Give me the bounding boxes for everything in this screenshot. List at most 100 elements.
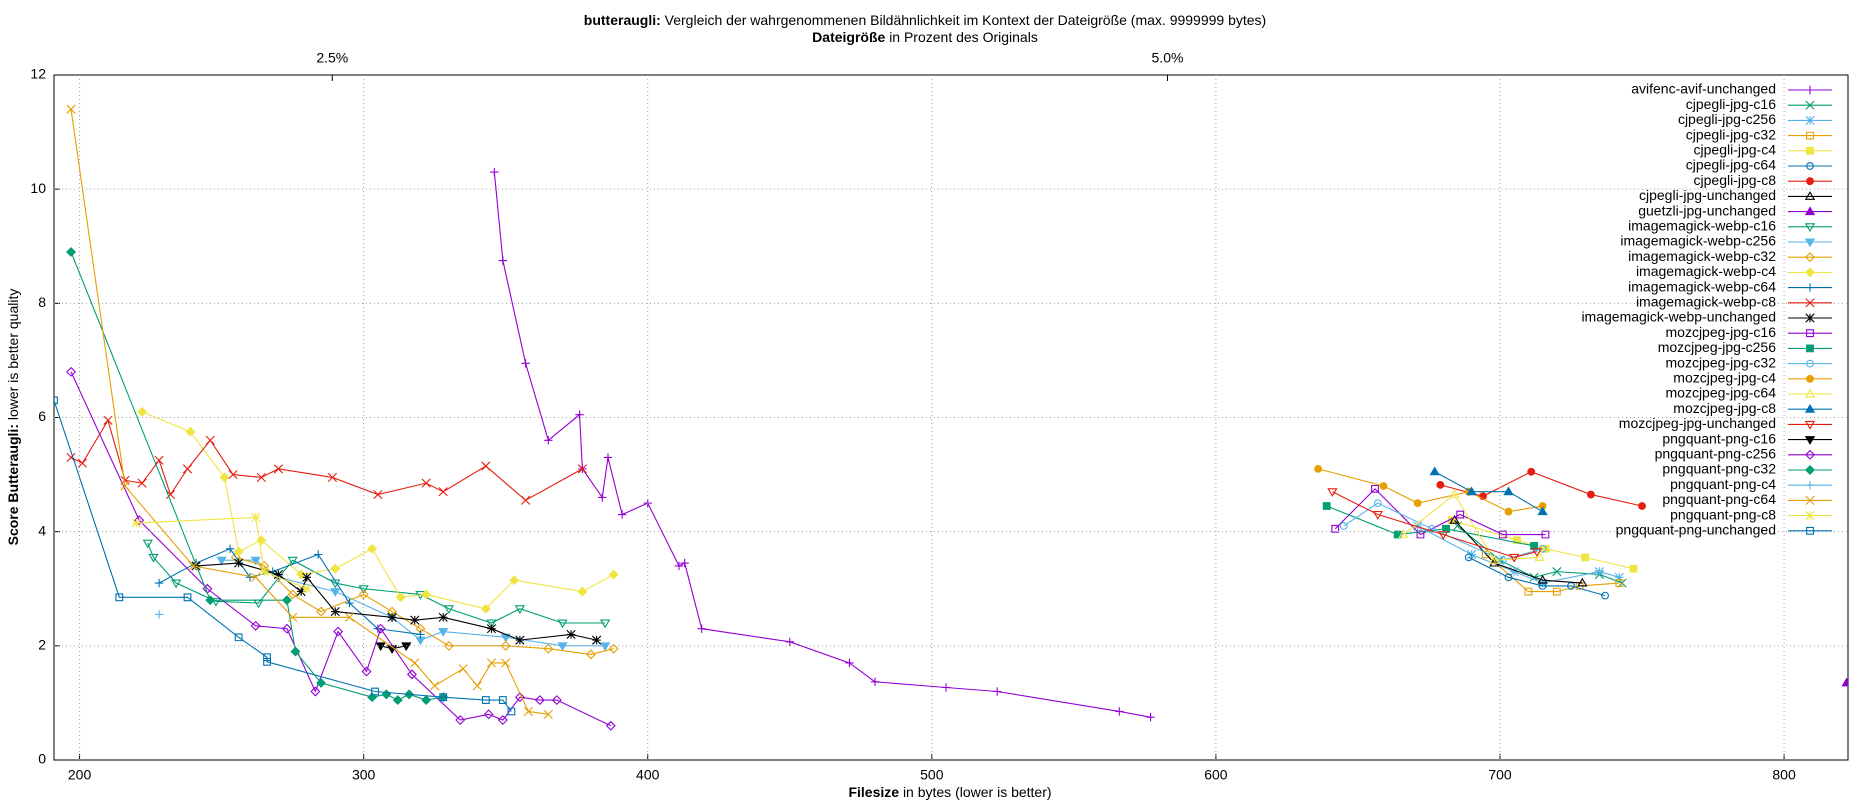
data-point <box>387 612 397 622</box>
data-point <box>205 435 215 445</box>
data-point <box>253 599 264 609</box>
legend-label: imagemagick-webp-c4 <box>1636 263 1776 279</box>
data-point <box>1530 542 1538 550</box>
data-point <box>1327 488 1338 497</box>
data-point <box>406 669 417 680</box>
legend-marker <box>1805 465 1815 475</box>
data-point <box>605 720 616 731</box>
data-point <box>296 569 307 580</box>
data-point <box>458 664 468 674</box>
data-point <box>263 657 271 666</box>
x2-tick-label: 2.5% <box>316 50 348 66</box>
data-point <box>1504 573 1513 582</box>
data-point <box>392 695 403 706</box>
data-point <box>421 589 432 600</box>
legend-marker <box>1806 146 1814 155</box>
legend-label: pngquant-png-c32 <box>1662 461 1776 477</box>
series-line <box>196 562 597 641</box>
data-point <box>481 461 491 471</box>
x-tick-label: 500 <box>920 767 944 783</box>
legend-label: mozcjpeg-jpg-c64 <box>1666 385 1777 401</box>
data-point <box>1429 466 1440 476</box>
title-text: Vergleich der wahrgenommenen Bildähnlich… <box>665 12 1267 28</box>
data-point <box>1581 553 1590 562</box>
y-tick-label: 4 <box>38 522 46 538</box>
legend-label: cjpegli-jpg-c8 <box>1694 172 1777 188</box>
data-point <box>599 642 611 652</box>
data-point <box>330 563 341 574</box>
data-point <box>234 558 244 568</box>
data-point <box>290 646 301 657</box>
data-point <box>507 707 516 716</box>
series-line <box>70 109 549 715</box>
data-point <box>1527 467 1536 476</box>
series-line <box>1451 519 1634 570</box>
legend-label: pngquant-png-c16 <box>1662 430 1776 446</box>
data-point <box>1115 707 1124 716</box>
data-point <box>302 572 312 582</box>
legend-label: cjpegli-jpg-c32 <box>1686 126 1776 142</box>
data-point <box>273 569 284 580</box>
data-point <box>1322 502 1331 510</box>
data-point <box>490 167 499 177</box>
data-point <box>115 593 124 602</box>
data-point <box>617 510 627 519</box>
x2-axis-label: Dateigröße in Prozent des Originals <box>812 29 1038 45</box>
data-point <box>154 610 164 619</box>
legend-marker <box>1804 238 1816 248</box>
data-point <box>410 658 420 668</box>
data-point <box>170 579 182 589</box>
data-point <box>375 642 386 652</box>
data-point <box>1449 514 1460 524</box>
data-point <box>233 546 244 557</box>
legend-label: imagemagick-webp-c32 <box>1628 248 1776 264</box>
data-point <box>1498 530 1507 539</box>
legend-marker <box>1804 420 1816 430</box>
legend-label: imagemagick-webp-c64 <box>1628 278 1776 294</box>
data-point <box>575 410 584 419</box>
legend-marker <box>1805 267 1815 278</box>
series-line <box>1454 519 1583 584</box>
data-point <box>273 464 284 474</box>
data-point <box>367 543 378 554</box>
data-point <box>182 464 193 474</box>
data-point <box>296 587 306 597</box>
data-point <box>439 693 448 702</box>
data-point <box>1372 511 1384 520</box>
data-point <box>521 359 530 368</box>
data-point <box>1427 524 1436 533</box>
data-point <box>251 572 261 582</box>
data-point <box>472 681 482 691</box>
data-point <box>1638 502 1646 510</box>
legend-marker <box>1806 344 1814 353</box>
data-point <box>287 589 298 600</box>
data-point <box>585 649 596 660</box>
x-label-text: in bytes (lower is better) <box>903 784 1052 800</box>
legend-label: mozcjpeg-jpg-c4 <box>1673 370 1776 386</box>
data-point <box>599 619 611 629</box>
data-point <box>1489 557 1500 567</box>
data-point <box>1398 529 1409 539</box>
legend-label: cjpegli-jpg-unchanged <box>1639 187 1776 203</box>
data-point <box>497 715 508 726</box>
data-point <box>259 567 269 577</box>
data-point <box>1524 587 1533 596</box>
data-point <box>486 624 497 634</box>
legend-label: mozcjpeg-jpg-c8 <box>1673 400 1776 416</box>
data-point <box>598 493 607 502</box>
data-point <box>1371 484 1379 493</box>
data-point <box>216 556 227 566</box>
data-point <box>534 695 545 706</box>
legend-marker <box>1804 403 1816 413</box>
legend-marker <box>1804 223 1816 233</box>
data-point <box>165 489 176 500</box>
data-point <box>228 469 238 480</box>
series-line <box>70 251 444 701</box>
data-point <box>543 709 553 719</box>
series-line <box>70 418 583 501</box>
data-point <box>1464 553 1473 562</box>
data-point <box>120 481 130 491</box>
y-tick-label: 2 <box>38 637 46 653</box>
y-tick-label: 6 <box>38 408 46 424</box>
